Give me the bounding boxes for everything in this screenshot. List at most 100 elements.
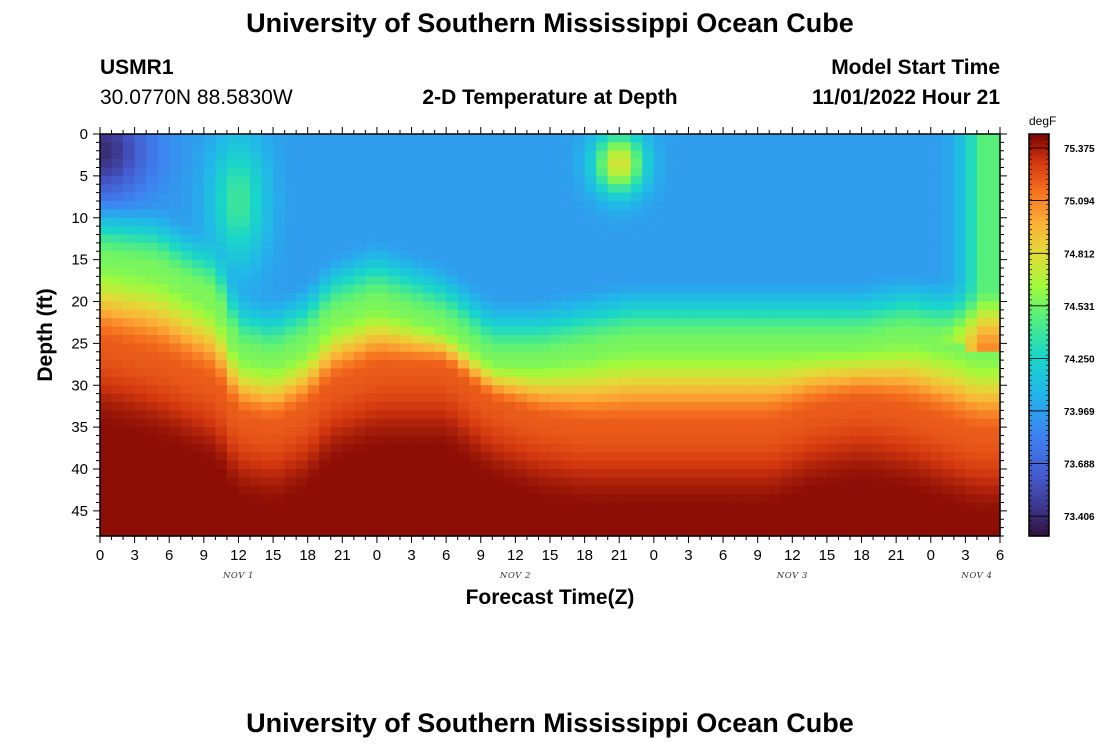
heatmap-cell <box>746 393 759 403</box>
heatmap-cell <box>850 393 863 403</box>
heatmap-cell <box>261 276 274 286</box>
heatmap-cell <box>919 326 932 336</box>
heatmap-cell <box>711 519 724 529</box>
heatmap-cell <box>907 159 920 169</box>
heatmap-cell <box>861 494 874 504</box>
heatmap-cell <box>561 452 574 462</box>
heatmap-cell <box>492 469 505 478</box>
heatmap-cell <box>630 443 643 453</box>
heatmap-cell <box>734 309 747 319</box>
heatmap-cell <box>676 485 690 495</box>
colorbar-step <box>1029 412 1049 416</box>
heatmap-cell <box>688 376 701 386</box>
heatmap-cell <box>757 410 770 420</box>
heatmap-cell <box>319 485 332 495</box>
heatmap-cell <box>757 150 770 160</box>
heatmap-cell <box>653 335 666 344</box>
heatmap-cell <box>203 234 216 244</box>
heatmap-cell <box>480 427 493 437</box>
heatmap-cell <box>307 343 320 353</box>
heatmap-cell <box>192 335 205 344</box>
heatmap-cell <box>584 309 597 319</box>
heatmap-cell <box>480 385 493 395</box>
heatmap-cell <box>526 376 540 386</box>
heatmap-cell <box>526 226 540 236</box>
heatmap-cell <box>803 418 816 428</box>
heatmap-cell <box>296 167 309 177</box>
heatmap-cell <box>573 527 586 537</box>
heatmap-cell <box>307 226 320 236</box>
heatmap-cell <box>688 510 701 520</box>
colorbar-step <box>1029 402 1049 406</box>
heatmap-cell <box>630 293 643 303</box>
heatmap-cell <box>342 410 355 420</box>
heatmap-cell <box>930 410 943 420</box>
heatmap-cell <box>965 175 978 185</box>
heatmap-cell <box>146 134 159 143</box>
heatmap-cell <box>353 418 366 428</box>
heatmap-cell <box>665 385 678 395</box>
heatmap-cell <box>607 351 620 361</box>
heatmap-cell <box>515 309 528 319</box>
heatmap-cell <box>642 226 655 236</box>
heatmap-cell <box>596 293 609 303</box>
heatmap-cell <box>953 410 966 420</box>
heatmap-cell <box>619 443 632 453</box>
heatmap-cell <box>826 251 840 261</box>
heatmap-cell <box>884 502 897 512</box>
heatmap-cell <box>861 510 874 520</box>
heatmap-cell <box>630 494 643 504</box>
heatmap-cell <box>561 494 574 504</box>
heatmap-cell <box>273 259 286 269</box>
heatmap-cell <box>769 469 782 478</box>
heatmap-cell <box>469 175 482 185</box>
heatmap-cell <box>169 318 182 328</box>
heatmap-cell <box>319 393 332 403</box>
heatmap-cell <box>573 326 586 336</box>
heatmap-cell <box>803 201 816 210</box>
heatmap-cell <box>792 460 805 470</box>
heatmap-cell <box>192 134 205 143</box>
heatmap-cell <box>930 402 943 411</box>
heatmap-cell <box>653 452 666 462</box>
heatmap-cell <box>630 184 643 194</box>
heatmap-cell <box>642 159 655 169</box>
heatmap-cell <box>919 427 932 437</box>
heatmap-cell <box>261 519 274 529</box>
heatmap-cell <box>480 393 493 403</box>
heatmap-cell <box>503 418 516 428</box>
heatmap-cell <box>515 184 528 194</box>
heatmap-cell <box>330 326 343 336</box>
heatmap-cell <box>157 184 170 194</box>
heatmap-cell <box>896 452 909 462</box>
heatmap-cell <box>180 360 193 370</box>
heatmap-cell <box>203 469 216 478</box>
heatmap-cell <box>411 276 424 286</box>
heatmap-cell <box>215 452 228 462</box>
heatmap-cell <box>169 150 182 160</box>
heatmap-cell <box>515 469 528 478</box>
heatmap-cell <box>826 410 840 420</box>
heatmap-cell <box>930 301 943 311</box>
colorbar-step <box>1029 331 1049 336</box>
heatmap-cell <box>492 134 505 143</box>
heatmap-cell <box>642 142 655 152</box>
heatmap-cell <box>446 494 459 504</box>
heatmap-cell <box>157 485 170 495</box>
heatmap-cell <box>526 343 540 353</box>
heatmap-cell <box>838 477 851 487</box>
heatmap-cell <box>169 385 182 395</box>
heatmap-cell <box>573 309 586 319</box>
heatmap-cell <box>734 443 747 453</box>
heatmap-cell <box>515 192 528 202</box>
heatmap-cell <box>711 309 724 319</box>
heatmap-cell <box>965 276 978 286</box>
heatmap-cell <box>423 318 436 328</box>
heatmap-cell <box>907 460 920 470</box>
heatmap-cell <box>676 251 690 261</box>
heatmap-cell <box>342 460 355 470</box>
heatmap-cell <box>711 502 724 512</box>
heatmap-cell <box>619 527 632 537</box>
heatmap-cell <box>653 259 666 269</box>
colorbar-step <box>1029 482 1049 487</box>
